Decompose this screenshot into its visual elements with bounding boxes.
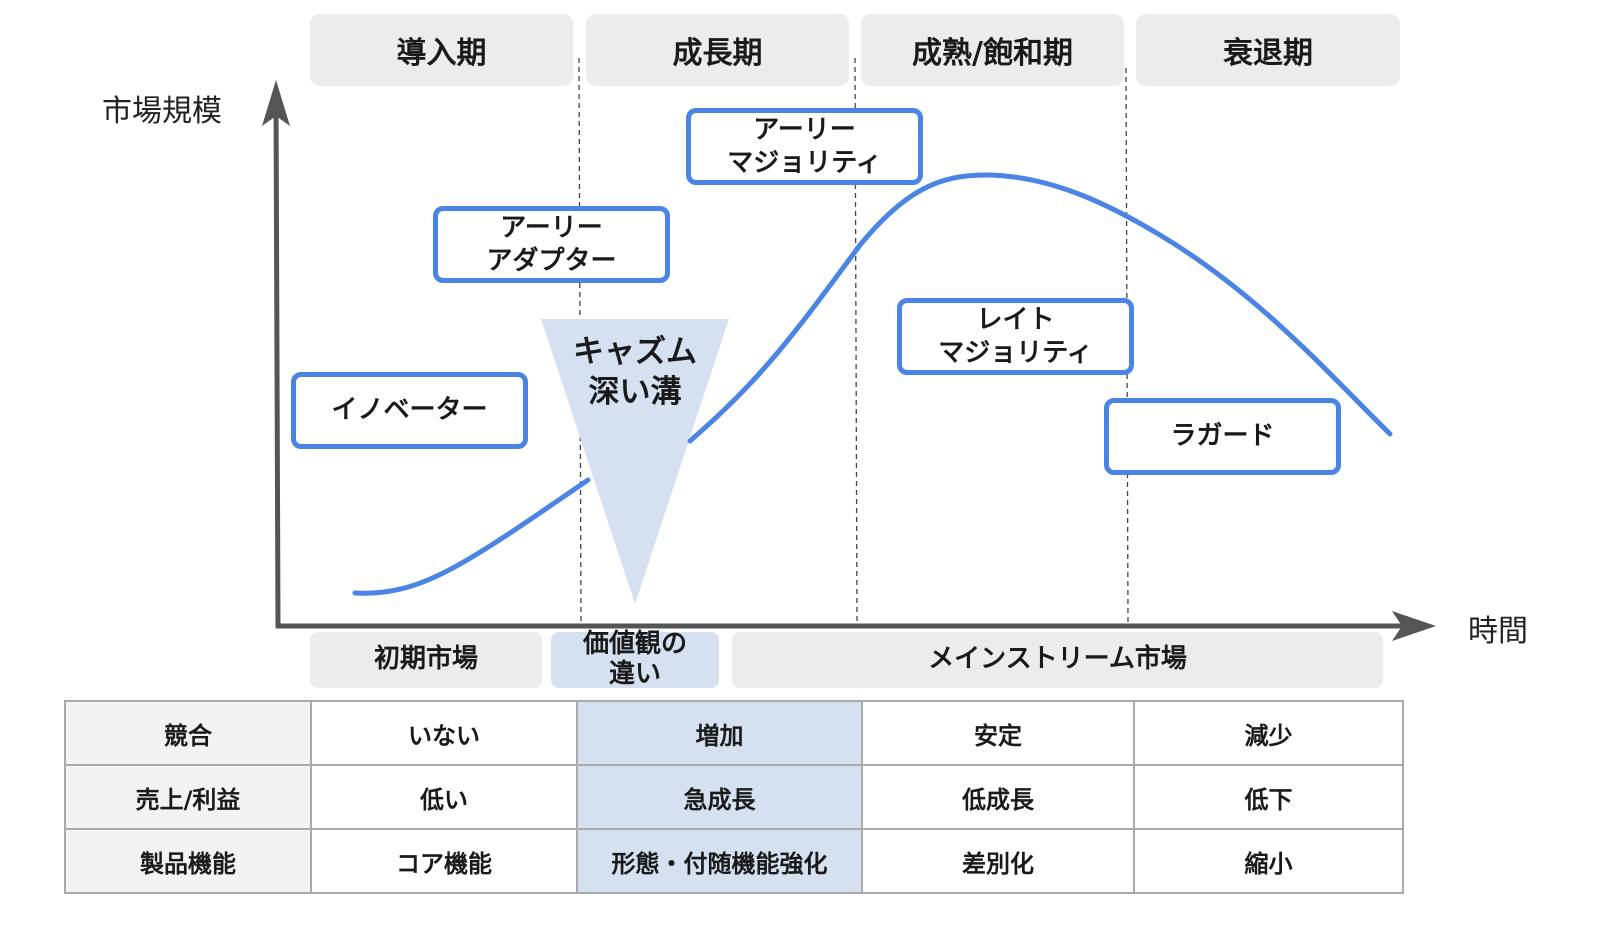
table-cell: 低成長 [861,764,1135,830]
table-cell: 急成長 [576,764,863,830]
segment-value-gap: 価値観の 違い [551,629,719,689]
table-cell: いない [310,700,578,766]
chasm-triangle [541,319,729,604]
segment-mainstream-market: メインストリーム市場 [732,632,1383,688]
adopter-early-majority: アーリー マジョリティ [686,108,923,185]
table-cell: 差別化 [861,828,1135,894]
table-cell: 安定 [861,700,1135,766]
y-axis-label: 市場規模 [102,94,222,129]
phase-decline: 衰退期 [1136,14,1400,86]
phase-divider [1125,67,1129,623]
table-cell: 減少 [1133,700,1404,766]
chasm-subtitle: 深い溝 [588,374,682,411]
row-header-product-features: 製品機能 [64,828,312,894]
phase-growth: 成長期 [586,14,849,86]
table-row: 競合 いない 増加 安定 減少 [64,700,1404,766]
x-axis-arrowhead [1392,611,1436,641]
table-cell: 増加 [576,700,863,766]
table-row: 製品機能 コア機能 形態・付随機能強化 差別化 縮小 [64,828,1404,894]
row-header-competition: 競合 [64,700,312,766]
phase-introduction: 導入期 [310,14,573,86]
table-cell: 低下 [1133,764,1404,830]
adoption-curve [687,172,1393,444]
table-cell: コア機能 [310,828,578,894]
row-header-sales-profit: 売上/利益 [64,764,312,830]
adopter-early-adopters: アーリー アダプター [433,206,670,283]
phase-maturity: 成熟/飽和期 [861,14,1124,86]
adopter-innovators: イノベーター [291,372,528,449]
x-axis-label: 時間 [1468,614,1528,649]
chasm-title: キャズム [573,334,697,370]
segment-early-market: 初期市場 [310,632,542,688]
table-cell: 縮小 [1133,828,1404,894]
table-cell: 低い [310,764,578,830]
adopter-late-majority: レイト マジョリティ [897,298,1134,375]
adoption-curve [352,477,591,596]
phase-summary-table: 競合 いない 増加 安定 減少 売上/利益 低い 急成長 低成長 低下 製品機能… [64,700,1404,894]
table-cell: 形態・付随機能強化 [576,828,863,894]
y-axis-arrowhead [262,80,290,126]
adopter-laggards: ラガード [1104,398,1341,475]
chasm-label: キャズム 深い溝 [560,332,710,413]
y-axis [273,99,281,629]
table-row: 売上/利益 低い 急成長 低成長 低下 [64,764,1404,830]
